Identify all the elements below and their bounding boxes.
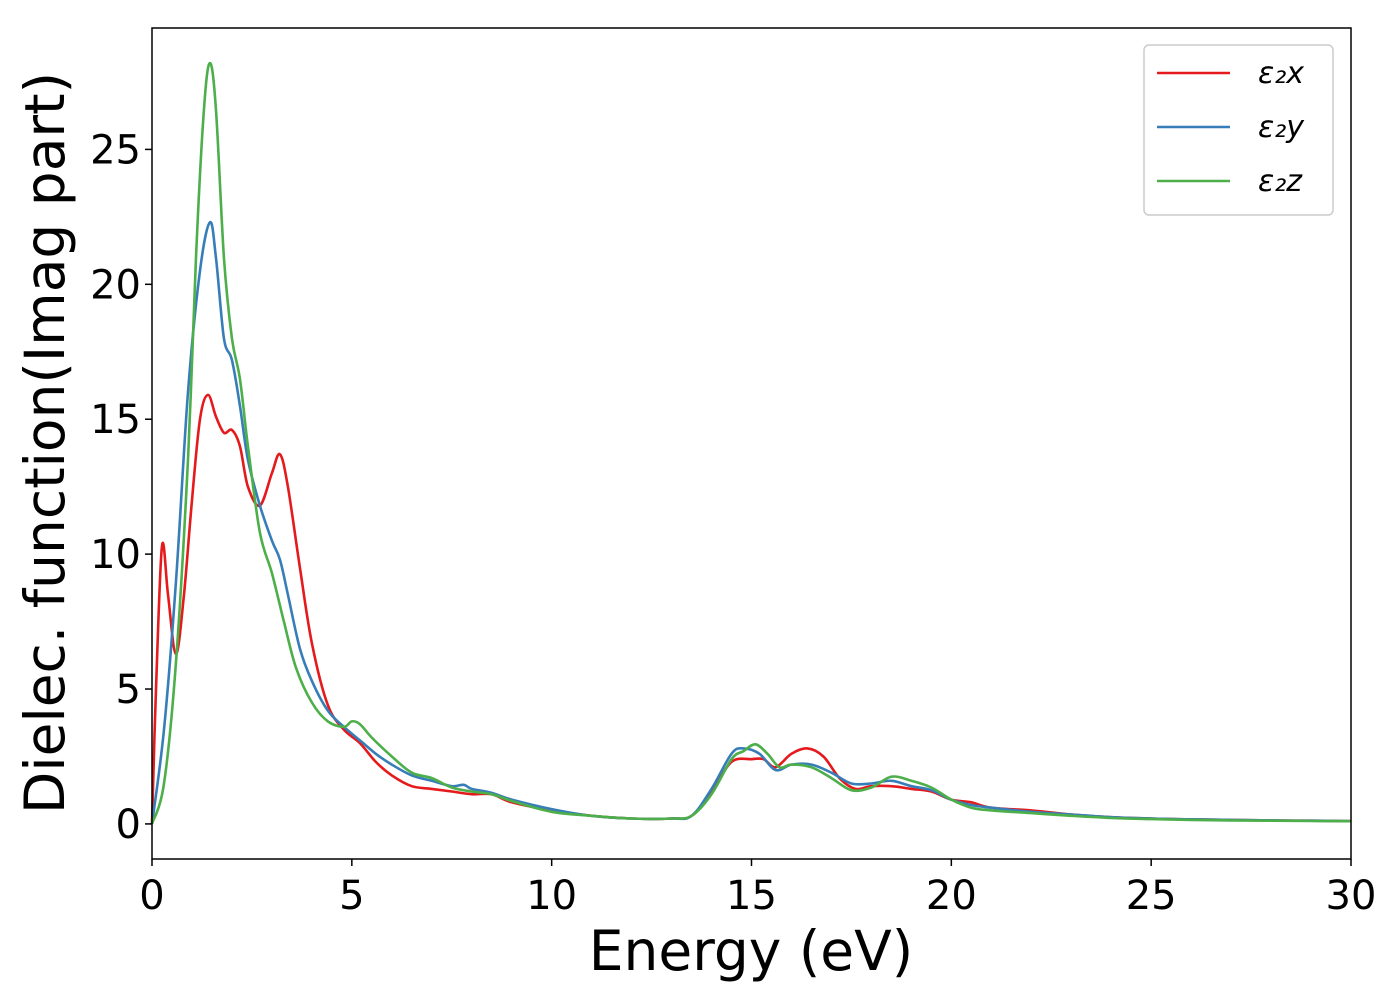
legend-label-3: ε₂z (1258, 164, 1303, 199)
x-tick-label: 0 (139, 873, 164, 919)
legend-label-1: ε₂x (1258, 56, 1304, 91)
x-tick-label: 5 (339, 873, 364, 919)
y-tick-label: 25 (90, 127, 141, 173)
series-line-2 (150, 220, 1352, 825)
y-tick-label: 10 (90, 532, 141, 578)
legend-label-2: ε₂y (1258, 110, 1305, 145)
x-tick-label: 30 (1326, 873, 1377, 919)
y-axis-title: Dielec. function(Imag part) (13, 72, 77, 814)
x-tick-label: 25 (1126, 873, 1177, 919)
x-tick-label: 20 (926, 873, 977, 919)
y-tick-label: 0 (116, 802, 141, 848)
x-axis: 0 5 10 15 20 25 30 (139, 859, 1376, 919)
y-tick-label: 20 (90, 262, 141, 308)
legend: ε₂x ε₂y ε₂z (1143, 44, 1334, 216)
legend-frame (1143, 44, 1334, 216)
x-axis-title: Energy (eV) (589, 919, 913, 983)
series-layer (150, 61, 1352, 825)
series-line-3 (150, 61, 1352, 825)
x-tick-label: 10 (526, 873, 577, 919)
y-tick-label: 5 (116, 667, 141, 713)
x-tick-label: 15 (726, 873, 777, 919)
y-tick-label: 15 (90, 397, 141, 443)
y-axis: 0 5 10 15 20 25 (90, 127, 152, 848)
